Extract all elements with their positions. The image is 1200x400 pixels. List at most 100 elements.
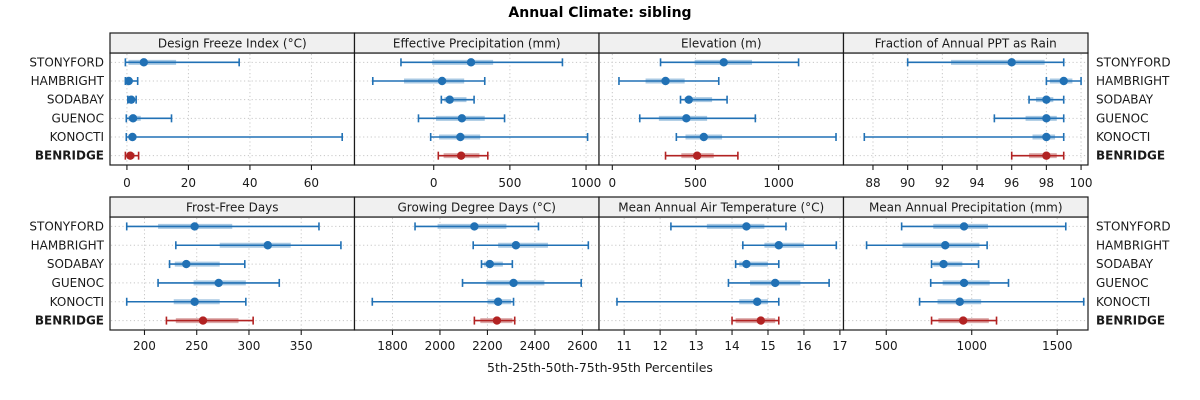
- median-dot: [128, 114, 138, 123]
- axis-tick-label: 92: [935, 176, 950, 190]
- median-dot: [941, 241, 950, 250]
- median-dot: [756, 316, 766, 325]
- median-dot: [190, 297, 199, 306]
- median-dot: [661, 76, 670, 86]
- axis-tick-label: 2600: [567, 339, 598, 353]
- station-label-left: STONYFORD: [29, 219, 104, 233]
- panel-title: Design Freeze Index (°C): [158, 37, 307, 51]
- axis-tick-label: 0: [430, 176, 438, 190]
- median-dot: [682, 114, 691, 123]
- median-dot: [1042, 95, 1051, 104]
- median-dot: [1007, 58, 1016, 67]
- median-dot: [263, 241, 272, 250]
- panel-plot-bg: [843, 53, 1088, 165]
- panel: 0 500 1000 Elevation (m): [598, 32, 845, 190]
- median-dot: [1042, 114, 1051, 123]
- axis-tick-label: 60: [304, 176, 319, 190]
- station-label-left: SODABAY: [47, 93, 105, 107]
- axis-tick-label: 1500: [1042, 339, 1073, 353]
- axis-tick-label: 1000: [956, 339, 987, 353]
- axis-tick-label: 88: [865, 176, 880, 190]
- station-label-right: SODABAY: [1096, 257, 1154, 271]
- axis-tick-label: 90: [900, 176, 915, 190]
- median-dot: [742, 222, 751, 231]
- axis-tick-label: 11: [617, 339, 632, 353]
- axis-tick-label: 1000: [571, 176, 602, 190]
- station-label-right: HAMBRIGHT: [1096, 238, 1170, 252]
- median-dot: [742, 259, 751, 269]
- median-dot: [719, 58, 728, 67]
- panel: 0 500 1000 Effective Precipitation (mm): [353, 32, 602, 190]
- station-label-left: HAMBRIGHT: [31, 238, 105, 252]
- median-dot: [139, 58, 149, 67]
- median-dot: [198, 316, 208, 325]
- axis-tick-label: 0: [123, 176, 131, 190]
- median-dot: [699, 132, 708, 142]
- panel-title: Mean Annual Air Temperature (°C): [618, 201, 824, 215]
- panel-plot-bg: [843, 217, 1088, 330]
- median-dot: [485, 259, 495, 269]
- station-label-right: KONOCTI: [1096, 130, 1150, 144]
- station-label-left: BENRIDGE: [35, 314, 104, 328]
- panel: 500 1000 1500 Mean Annual Precipitation (mm…: [842, 196, 1089, 353]
- panel: 88 90 92 94 96 98 100 Fraction of Annual PPT as…: [842, 32, 1093, 190]
- median-dot: [456, 151, 466, 160]
- station-label-right: STONYFORD: [1096, 219, 1171, 233]
- panel-title: Effective Precipitation (mm): [393, 37, 561, 51]
- median-dot: [126, 151, 135, 160]
- axis-tick-label: 1000: [763, 176, 794, 190]
- panel-title: Growing Degree Days (°C): [398, 201, 557, 215]
- panel-plot-bg: [354, 53, 599, 165]
- axis-tick-label: 350: [290, 339, 313, 353]
- median-dot: [511, 241, 521, 250]
- median-dot: [684, 95, 694, 104]
- axis-tick-label: 2000: [425, 339, 456, 353]
- panel: 200 250 300 350 Frost-Free Days: [109, 196, 356, 353]
- station-label-right: KONOCTI: [1096, 295, 1150, 309]
- median-dot: [190, 222, 199, 231]
- median-dot: [457, 114, 467, 123]
- axis-tick-label: 40: [242, 176, 257, 190]
- median-dot: [445, 95, 454, 104]
- axis-tick-label: 94: [969, 176, 984, 190]
- axis-tick-label: 2400: [520, 339, 551, 353]
- median-dot: [493, 297, 503, 306]
- axis-tick-label: 500: [684, 176, 707, 190]
- axis-tick-label: 13: [688, 339, 703, 353]
- panel-title: Fraction of Annual PPT as Rain: [875, 37, 1057, 51]
- axis-tick-label: 0: [608, 176, 616, 190]
- panel-plot-bg: [110, 217, 355, 330]
- panel-header: [842, 196, 1089, 218]
- station-label-right: STONYFORD: [1096, 55, 1171, 69]
- station-label-right: SODABAY: [1096, 93, 1154, 107]
- station-label-left: GUENOC: [52, 276, 104, 290]
- median-dot: [939, 259, 948, 269]
- median-dot: [214, 278, 223, 288]
- station-label-left: BENRIDGE: [35, 149, 104, 163]
- panel-plot-bg: [110, 53, 355, 165]
- axis-tick-label: 500: [875, 339, 898, 353]
- median-dot: [958, 316, 968, 325]
- median-dot: [753, 297, 762, 306]
- chart-caption: 5th-25th-50th-75th-95th Percentiles: [487, 360, 713, 375]
- median-dot: [456, 132, 465, 142]
- station-label-left: STONYFORD: [29, 55, 104, 69]
- axis-tick-label: 200: [133, 339, 156, 353]
- median-dot: [692, 151, 702, 160]
- station-label-left: KONOCTI: [50, 130, 104, 144]
- median-dot: [955, 297, 964, 306]
- panel-title: Frost-Free Days: [186, 201, 279, 215]
- axis-tick-label: 14: [724, 339, 739, 353]
- panel-plot-bg: [599, 53, 844, 165]
- station-label-left: GUENOC: [52, 111, 104, 125]
- panel: 11 12 13 14 15 16 17 Mean Annual Air Temperatur…: [598, 196, 848, 353]
- axis-tick-label: 12: [652, 339, 667, 353]
- median-dot: [128, 132, 137, 142]
- station-label-right: GUENOC: [1096, 276, 1148, 290]
- panel-title: Elevation (m): [681, 37, 762, 51]
- axis-tick-label: 20: [181, 176, 196, 190]
- axis-tick-label: 500: [498, 176, 521, 190]
- axis-tick-label: 300: [238, 339, 261, 353]
- median-dot: [770, 278, 780, 288]
